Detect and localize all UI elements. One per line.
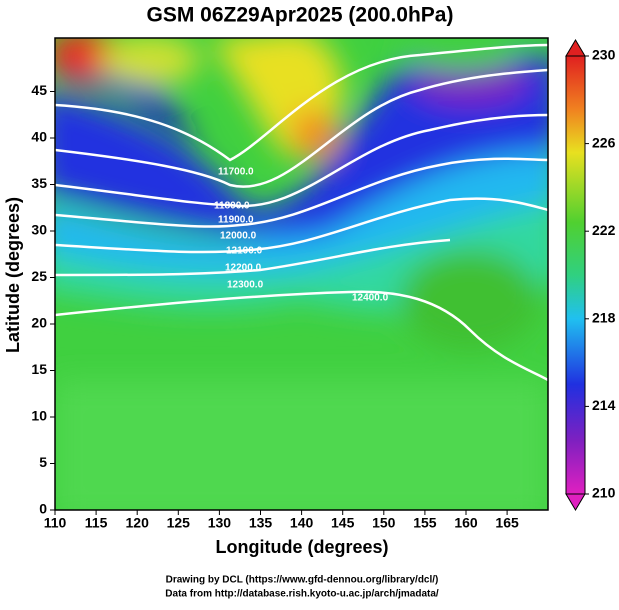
y-tick-label: 20 [31, 315, 47, 331]
y-tick-label: 35 [31, 175, 47, 191]
colorbar-tick-label: 218 [592, 310, 616, 326]
x-tick-label: 130 [208, 515, 232, 531]
x-tick-label: 145 [331, 515, 355, 531]
contour-label: 12100.0 [226, 246, 263, 257]
x-tick-label: 150 [372, 515, 396, 531]
x-tick-label: 140 [290, 515, 314, 531]
colorbar-max-arrow [565, 39, 586, 57]
y-tick-label: 0 [39, 501, 47, 517]
credit: Data from http://database.rish.kyoto-u.a… [165, 589, 439, 600]
title: GSM 06Z29Apr2025 (200.0hPa) [147, 4, 454, 27]
contour-label: 11700.0 [218, 167, 254, 178]
y-tick-label: 5 [39, 454, 47, 470]
contour-label: 11800.0 [214, 201, 250, 212]
colorbar-tick-label: 226 [592, 134, 616, 150]
colorbar-tick-label: 222 [592, 222, 616, 238]
y-tick-label: 10 [31, 408, 47, 424]
x-tick-label: 120 [126, 515, 150, 531]
colorbar [565, 55, 586, 495]
y-axis-label: Latitude (degrees) [3, 197, 23, 353]
x-tick-label: 115 [85, 515, 108, 531]
x-tick-label: 125 [167, 515, 191, 531]
y-tick-label: 40 [31, 129, 47, 145]
colorbar-tick-label: 230 [592, 47, 616, 63]
x-tick-label: 155 [413, 515, 437, 531]
contour-label: 12000.0 [220, 231, 257, 242]
y-tick-label: 25 [31, 268, 47, 284]
x-tick-label: 110 [44, 515, 67, 531]
y-tick-label: 45 [31, 82, 47, 98]
colorbar-tick-label: 210 [592, 485, 616, 501]
x-tick-label: 135 [249, 515, 273, 531]
x-tick-label: 165 [495, 515, 519, 531]
contour-label: 11900.0 [218, 215, 254, 226]
colorbar-tick-label: 214 [592, 397, 616, 413]
x-tick-label: 160 [454, 515, 478, 531]
contour-label: 12200.0 [225, 263, 262, 274]
y-tick-label: 15 [31, 361, 47, 377]
contour-label: 12300.0 [227, 280, 264, 291]
x-axis-label: Longitude (degrees) [215, 537, 388, 557]
y-tick-label: 30 [31, 222, 47, 238]
credit: Drawing by DCL (https://www.gfd-dennou.o… [166, 575, 439, 586]
contour-label: 12400.0 [352, 293, 389, 304]
colorbar-min-arrow [565, 493, 586, 511]
field [55, 38, 548, 510]
